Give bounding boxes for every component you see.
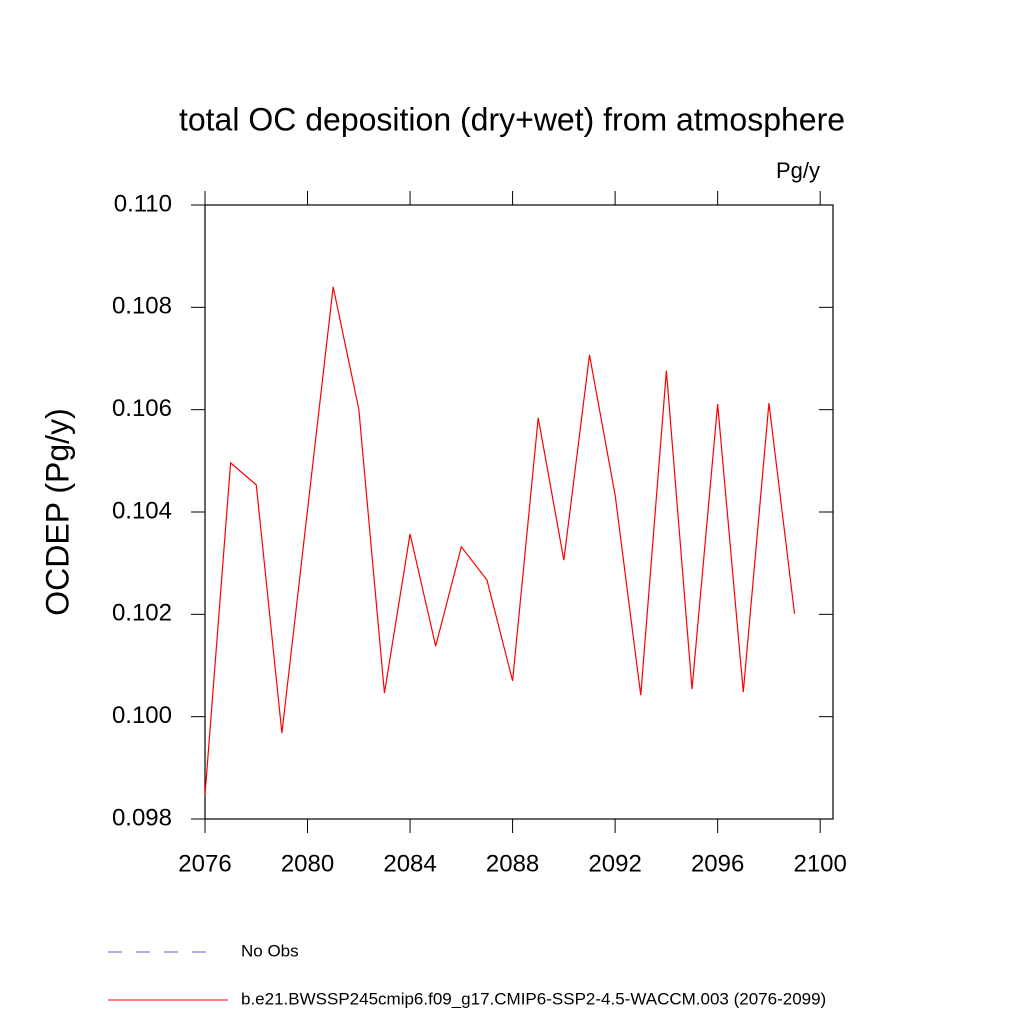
- x-tick-label: 2076: [178, 850, 231, 877]
- x-tick-label: 2096: [691, 850, 744, 877]
- y-tick-label: 0.102: [112, 600, 172, 627]
- x-tick-label: 2080: [281, 850, 334, 877]
- y-tick-label: 0.110: [114, 190, 172, 217]
- y-axis-label: OCDEP (Pg/y): [39, 408, 75, 615]
- legend-label: No Obs: [241, 941, 299, 960]
- x-tick-label: 2088: [486, 850, 539, 877]
- x-tick-label: 2084: [383, 850, 436, 877]
- chart-title: total OC deposition (dry+wet) from atmos…: [179, 101, 845, 137]
- data-line: [204, 286, 796, 795]
- x-tick-label: 2100: [793, 850, 846, 877]
- y-tick-label: 0.100: [112, 702, 172, 729]
- legend-label: b.e21.BWSSP245cmip6.f09_g17.CMIP6-SSP2-4…: [241, 989, 826, 1008]
- y-tick-label: 0.106: [112, 395, 172, 422]
- x-tick-label: 2092: [588, 850, 641, 877]
- y-tick-label: 0.108: [112, 293, 172, 320]
- y-tick-label: 0.098: [112, 804, 172, 831]
- units-label: Pg/y: [776, 158, 820, 183]
- y-tick-label: 0.104: [112, 497, 172, 524]
